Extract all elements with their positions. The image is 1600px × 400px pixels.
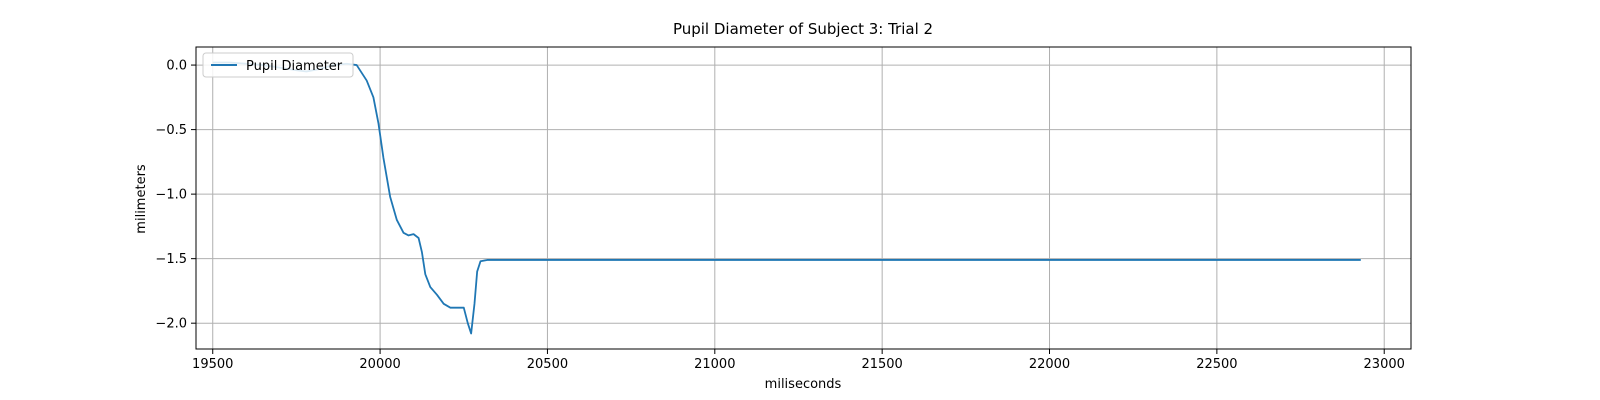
- x-tick-label: 21000: [694, 357, 735, 372]
- y-tick-label: −0.5: [155, 123, 187, 138]
- grid: [196, 47, 1411, 349]
- x-tick-label: 21500: [861, 357, 902, 372]
- x-tick-label: 19500: [192, 357, 233, 372]
- x-tick-label: 20000: [359, 357, 400, 372]
- x-tick-label: 22000: [1029, 357, 1070, 372]
- legend-label-pupil-diameter: Pupil Diameter: [246, 59, 343, 74]
- y-tick-label: 0.0: [166, 59, 187, 74]
- y-tick-label: −1.0: [155, 188, 187, 203]
- y-tick-label: −1.5: [155, 252, 187, 267]
- legend-box: [202, 52, 354, 78]
- y-axis: 0.0 −0.5 −1.0 −1.5 −2.0: [155, 59, 196, 332]
- series-line-pupil-diameter: [212, 61, 1361, 335]
- x-axis-title: miliseconds: [765, 377, 842, 392]
- plot-area: [195, 46, 1412, 350]
- series-layer: [212, 61, 1361, 335]
- x-axis: 19500 20000 20500 21000 21500 22000 22500 23000: [192, 349, 1405, 372]
- x-tick-label: 22500: [1196, 357, 1237, 372]
- x-tick-label: 23000: [1364, 357, 1405, 372]
- y-tick-label: −2.0: [155, 317, 187, 332]
- chart-title: Pupil Diameter of Subject 3: Trial 2: [673, 20, 933, 38]
- x-tick-label: 20500: [527, 357, 568, 372]
- legend: Pupil Diameter: [202, 52, 354, 78]
- y-axis-title: milimeters: [134, 164, 149, 234]
